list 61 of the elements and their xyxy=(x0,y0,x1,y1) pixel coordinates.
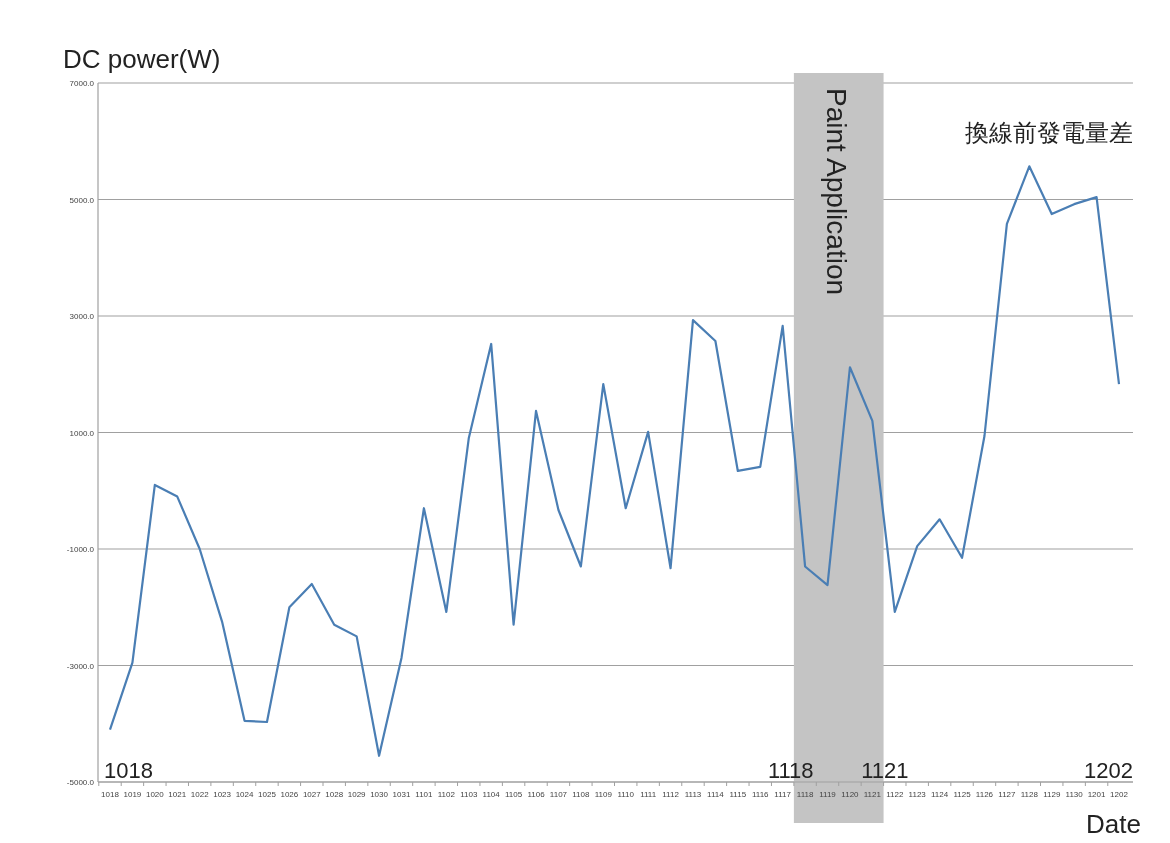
x-tick-label: 1109 xyxy=(594,790,613,799)
y-tick-label: -1000.0 xyxy=(66,545,95,554)
band-label: Paint Application xyxy=(820,88,852,296)
x-tick-label: 1106 xyxy=(527,790,546,799)
x-tick-label: 1128 xyxy=(1020,790,1039,799)
x-tick-label: 1125 xyxy=(953,790,972,799)
x-tick-label: 1020 xyxy=(145,790,165,799)
x-tick-label: 1105 xyxy=(505,790,523,799)
x-tick-label: 1026 xyxy=(280,790,299,799)
annotation: 1118 xyxy=(767,758,814,783)
x-tick-label: 1027 xyxy=(302,790,322,799)
x-tick-label: 1107 xyxy=(549,790,568,799)
x-tick-label: 1019 xyxy=(123,790,142,799)
x-tick-label: 1018 xyxy=(101,790,120,799)
x-tick-label: 1108 xyxy=(572,790,591,799)
x-tick-label: 1031 xyxy=(392,790,411,799)
x-tick-label: 1025 xyxy=(258,790,277,799)
annotation: 1121 xyxy=(861,758,909,783)
x-tick-label: 1113 xyxy=(684,790,702,799)
x-tick-label: 1104 xyxy=(482,790,501,799)
y-tick-label: 1000.0 xyxy=(69,428,95,438)
annotation: 1018 xyxy=(104,758,153,783)
x-tick-label: 1201 xyxy=(1087,790,1107,799)
x-tick-label: 1119 xyxy=(819,790,837,799)
x-tick-label: 1028 xyxy=(325,790,344,799)
annotation: 換線前發電量差 xyxy=(965,119,1133,146)
y-tick-label: 3000.0 xyxy=(69,312,95,321)
x-tick-label: 1030 xyxy=(370,790,389,799)
x-tick-label: 1124 xyxy=(931,790,949,799)
x-tick-label: 1021 xyxy=(168,790,187,799)
x-tick-label: 1121 xyxy=(863,790,882,799)
y-tick-label: -3000.0 xyxy=(66,661,95,671)
x-tick-label: 1112 xyxy=(662,790,680,799)
x-tick-label: 1202 xyxy=(1110,790,1129,799)
x-tick-label: 1123 xyxy=(908,790,927,799)
y-axis-title: DC power(W) xyxy=(63,44,221,74)
x-tick-label: 1023 xyxy=(213,790,232,799)
x-tick-label: 1111 xyxy=(640,790,657,799)
x-tick-label: 1114 xyxy=(707,790,725,799)
x-tick-label: 1130 xyxy=(1065,790,1084,799)
x-axis-title: Date xyxy=(1086,809,1141,839)
x-tick-label: 1024 xyxy=(235,790,254,799)
x-tick-label: 1101 xyxy=(415,790,434,799)
x-tick-label: 1118 xyxy=(796,790,814,799)
x-tick-label: 1022 xyxy=(190,790,210,799)
x-tick-label: 1127 xyxy=(998,790,1017,799)
x-tick-label: 1129 xyxy=(1043,790,1061,799)
y-tick-label: 5000.0 xyxy=(69,195,95,205)
x-tick-label: 1117 xyxy=(774,790,792,799)
x-tick-label: 1122 xyxy=(886,790,904,799)
x-tick-label: 1103 xyxy=(460,790,478,799)
x-tick-label: 1110 xyxy=(617,790,635,799)
x-tick-label: 1102 xyxy=(437,790,456,799)
x-tick-label: 1116 xyxy=(751,790,770,799)
x-tick-label: 1120 xyxy=(841,790,860,799)
x-tick-label: 1126 xyxy=(975,790,994,799)
y-tick-label: -5000.0 xyxy=(66,778,95,787)
y-tick-label: 7000.0 xyxy=(69,79,95,88)
x-tick-label: 1029 xyxy=(347,790,367,799)
x-tick-label: 1115 xyxy=(729,790,747,799)
annotation: 1202 xyxy=(1084,758,1133,783)
